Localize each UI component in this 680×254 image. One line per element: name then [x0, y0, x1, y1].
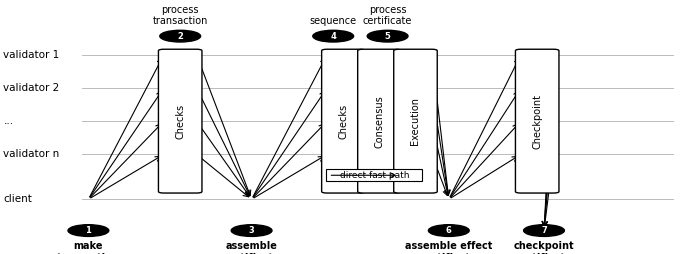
Text: 7: 7 [541, 226, 547, 235]
Text: Checks: Checks [339, 104, 348, 139]
Text: 3: 3 [249, 226, 254, 235]
Circle shape [160, 30, 201, 42]
Text: Checks: Checks [175, 104, 185, 139]
Text: make
transaction: make transaction [57, 241, 120, 254]
FancyBboxPatch shape [358, 49, 401, 193]
Circle shape [428, 225, 469, 236]
Text: process
transaction: process transaction [152, 5, 208, 26]
Text: process
certificate: process certificate [363, 5, 412, 26]
Text: Execution: Execution [411, 97, 420, 145]
Text: Checkpoint: Checkpoint [532, 94, 542, 149]
Text: assemble effect
certificate: assemble effect certificate [405, 241, 492, 254]
Text: validator 1: validator 1 [3, 50, 60, 60]
Text: validator n: validator n [3, 149, 60, 159]
Circle shape [524, 225, 564, 236]
FancyBboxPatch shape [322, 49, 365, 193]
Text: Consensus: Consensus [375, 95, 384, 148]
FancyBboxPatch shape [394, 49, 437, 193]
FancyBboxPatch shape [158, 49, 202, 193]
Text: checkpoint
certificate: checkpoint certificate [513, 241, 575, 254]
Text: 5: 5 [385, 32, 390, 41]
Circle shape [367, 30, 408, 42]
Text: 2: 2 [177, 32, 183, 41]
Text: client: client [3, 194, 32, 204]
Text: sequence: sequence [309, 16, 357, 26]
Circle shape [313, 30, 354, 42]
Text: validator 2: validator 2 [3, 83, 60, 93]
Circle shape [68, 225, 109, 236]
FancyBboxPatch shape [515, 49, 559, 193]
Text: 6: 6 [446, 226, 452, 235]
Text: assemble
certificate: assemble certificate [223, 241, 280, 254]
Text: direct fast path: direct fast path [339, 171, 409, 180]
Text: 1: 1 [86, 226, 91, 235]
Text: 4: 4 [330, 32, 336, 41]
Circle shape [231, 225, 272, 236]
FancyBboxPatch shape [326, 169, 422, 181]
Text: ...: ... [3, 116, 14, 126]
